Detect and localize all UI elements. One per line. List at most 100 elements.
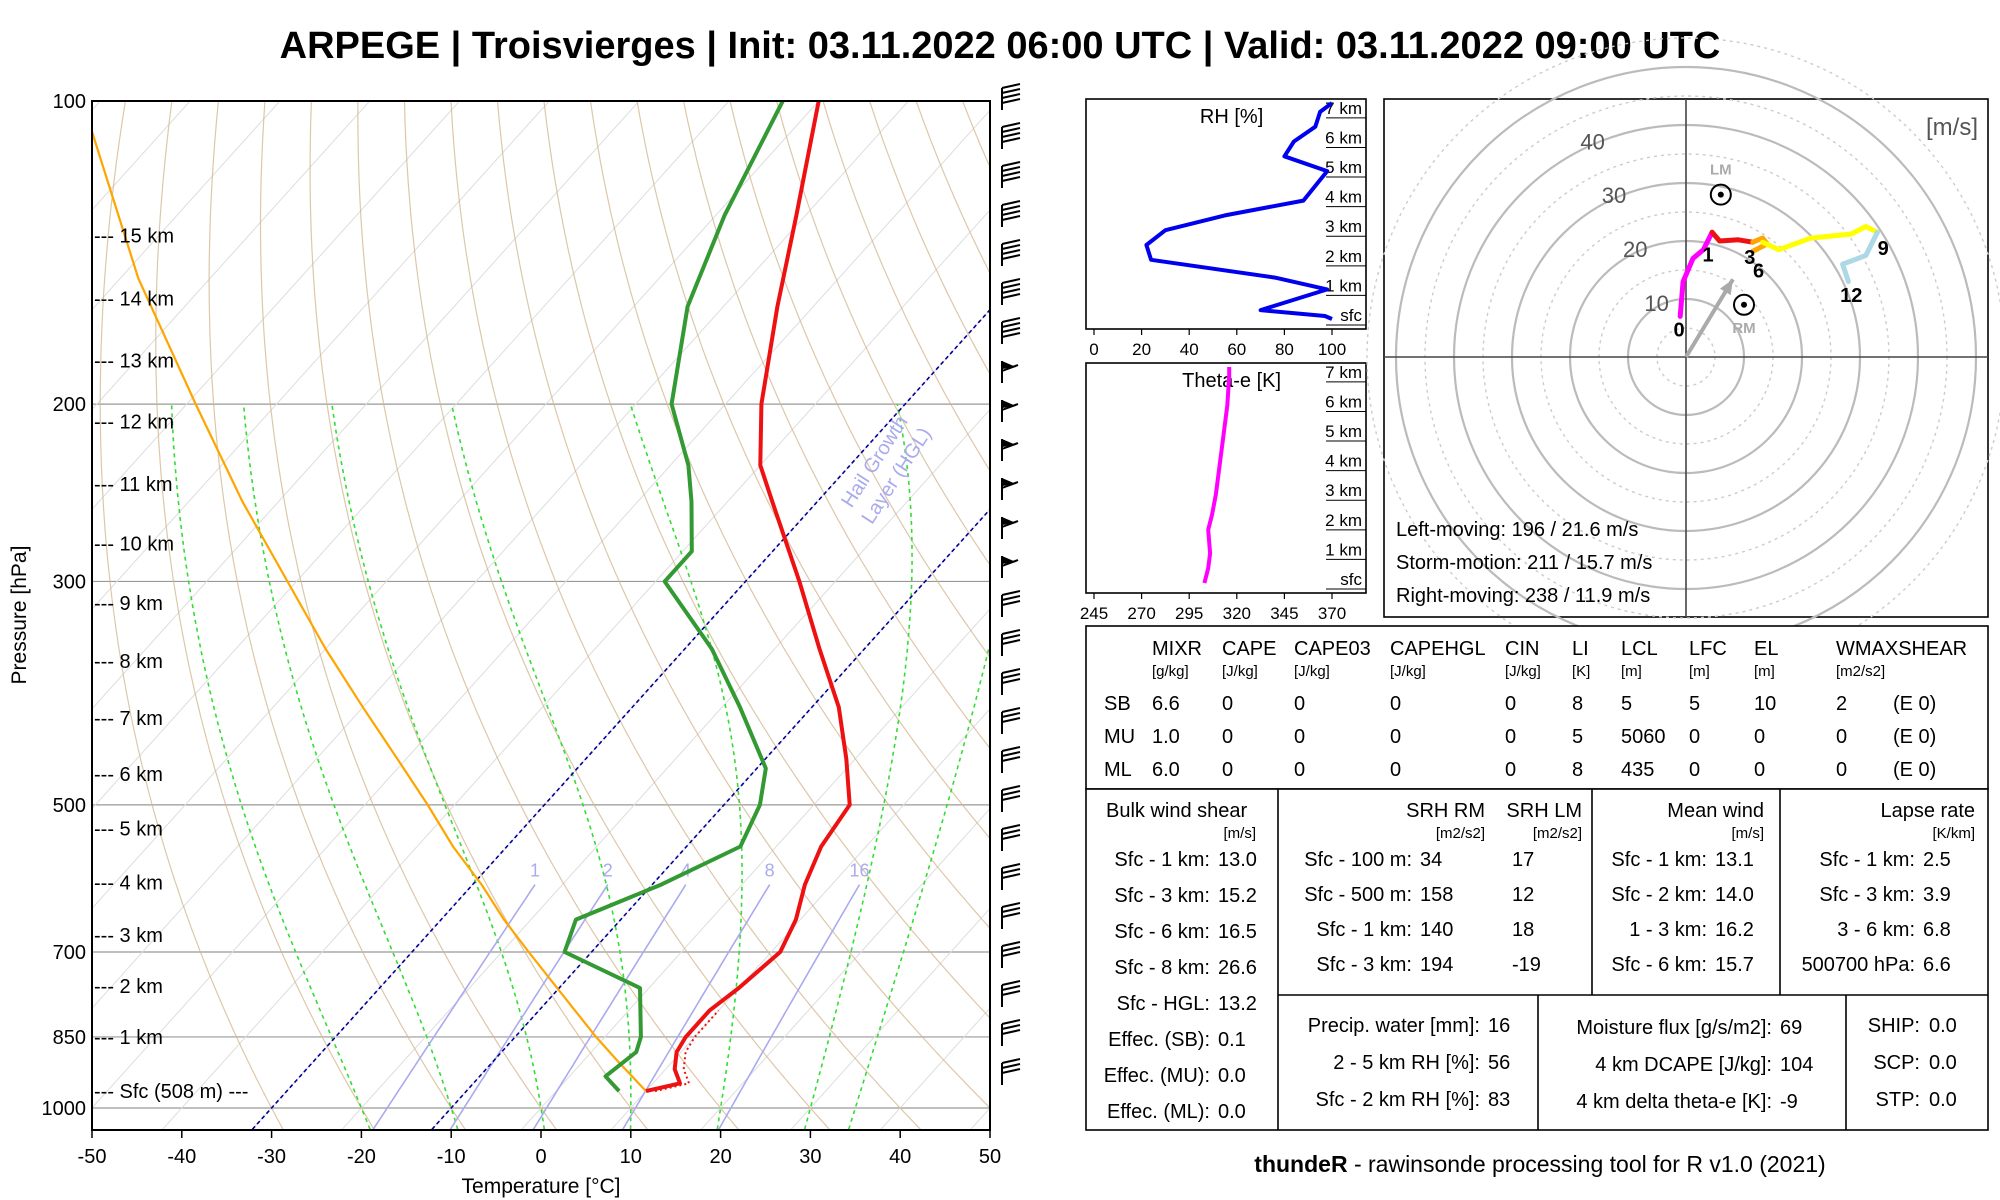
parcel-table-header: LFC: [1689, 638, 1727, 660]
hodograph-units: [m/s]: [1926, 114, 1978, 141]
rm-marker-dot: [1741, 301, 1747, 308]
wind-barb: [1001, 668, 1021, 695]
height-label: --- 8 km: [94, 651, 163, 673]
profile-x-tick-label: 40: [1180, 340, 1199, 359]
wind-barb: [1001, 478, 1019, 500]
mean-wind-label: Sfc - 6 km:: [1611, 954, 1707, 976]
wind-barb: [1001, 1058, 1021, 1085]
barb-flag: [1001, 1058, 1021, 1064]
y-axis-label: Pressure [hPa]: [8, 546, 31, 685]
srh-label: Sfc - 500 m:: [1304, 884, 1412, 906]
thetae-profile-chart: sfc 1 km 2 km 3 km 4 km 5 km 6 km 7 km Theta-e […: [1080, 362, 1367, 623]
profile-height-label: 2 km: [1325, 247, 1362, 266]
barb-flag: [1001, 668, 1021, 674]
hodograph-level-label: 3: [1744, 247, 1755, 269]
barb-flag: [1001, 639, 1021, 645]
parcel-table: MIXR [g/kg] CAPE [J/kg] CAPE03 [J/kg] CAPEHGL […: [1085, 625, 1989, 790]
barb-flag: [1001, 559, 1019, 567]
height-label: --- 11 km: [94, 474, 173, 496]
x-tick-label: 0: [535, 1146, 546, 1168]
parcel-table-cell: 5: [1689, 693, 1700, 715]
flux-label: 4 km DCAPE [J/kg]:: [1595, 1054, 1772, 1076]
wind-barb: [1001, 556, 1019, 578]
wind-barb: [1001, 863, 1021, 890]
shear-value: 0.1: [1218, 1029, 1246, 1051]
parcel-table-cell: 435: [1621, 759, 1654, 781]
wind-barb: [1001, 361, 1019, 383]
srh-label: Sfc - 100 m:: [1304, 849, 1412, 871]
height-label: --- 12 km: [94, 411, 174, 433]
footer-text: - rawinsonde processing tool for R v1.0 …: [1348, 1151, 1826, 1177]
barb-flag: [1001, 176, 1021, 182]
isotherm: [92, 101, 371, 411]
dry-adiabat: [403, 101, 830, 1130]
parcel-table-cell: 5060: [1621, 726, 1666, 748]
parcel-table-cell: 0: [1294, 726, 1305, 748]
storm-motion-text: Storm-motion: 211 / 15.7 m/s: [1396, 552, 1652, 574]
barb-flag: [1001, 215, 1021, 221]
shear-value: 15.2: [1218, 885, 1257, 907]
parcel-table-header: MIXR: [1152, 638, 1202, 660]
wind-barb: [1001, 517, 1019, 539]
barb-flag: [1001, 902, 1021, 908]
profile-x-tick-label: 100: [1318, 340, 1346, 359]
height-label: --- 14 km: [94, 288, 174, 310]
barb-flag: [1001, 707, 1021, 713]
mixing-ratio-line: [718, 884, 861, 1130]
barb-flag: [1001, 481, 1019, 489]
flux-value: -9: [1780, 1091, 1798, 1113]
height-label: --- Sfc (508 m) ---: [94, 1081, 248, 1103]
barb-flag: [1001, 254, 1021, 260]
x-tick-label: -50: [78, 1146, 107, 1168]
barb-flag: [1001, 210, 1021, 216]
wind-barb: [1001, 746, 1021, 773]
wind-barb: [1001, 590, 1021, 617]
barb-flag: [1001, 946, 1021, 952]
profile-x-tick-label: 20: [1132, 340, 1151, 359]
y-tick-label: 850: [53, 1027, 86, 1049]
parcel-table-cell: 0: [1294, 693, 1305, 715]
srh-rm-value: 158: [1420, 884, 1453, 906]
barb-flag: [1001, 132, 1021, 138]
lapse-label: 3 - 6 km:: [1837, 919, 1915, 941]
profile-title: Theta-e [K]: [1182, 370, 1281, 392]
barb-flag: [1001, 785, 1021, 791]
y-tick-label: 300: [53, 571, 86, 593]
shear-value: 26.6: [1218, 957, 1257, 979]
barb-flag: [1001, 200, 1021, 206]
barb-flag: [1001, 1029, 1021, 1035]
lapse-title: Lapse rate: [1880, 800, 1975, 822]
hodograph-level-label: 9: [1878, 238, 1889, 260]
wind-barb: [1001, 317, 1021, 344]
moisture-value: 83: [1488, 1089, 1510, 1111]
parcel-table-cell: 8: [1572, 759, 1583, 781]
x-tick-label: 40: [889, 1146, 911, 1168]
parcel-table-cell: 6.0: [1152, 759, 1180, 781]
parcel-table-unit: [J/kg]: [1390, 663, 1426, 680]
height-label: --- 13 km: [94, 350, 174, 372]
mean-wind-value: 13.1: [1715, 849, 1754, 871]
barb-flag: [1001, 122, 1021, 128]
y-tick-label: 200: [53, 394, 86, 416]
y-tick-label: 700: [53, 942, 86, 964]
wind-barbs: [1001, 83, 1021, 1085]
barb-flag: [1001, 520, 1019, 528]
parcel-table-extra: (E 0): [1893, 726, 1936, 748]
dry-adiabat: [775, 101, 990, 567]
wind-barb: [1001, 707, 1021, 734]
barb-flag: [1001, 746, 1021, 752]
right-moving-text: Right-moving: 238 / 11.9 m/s: [1396, 585, 1650, 607]
shear-label: Effec. (SB):: [1108, 1029, 1210, 1051]
barb-flag: [1001, 941, 1021, 947]
index-label: STP:: [1876, 1089, 1920, 1111]
hodograph-ring-label: 20: [1623, 237, 1647, 262]
moist-adiabat: [803, 403, 913, 1130]
profile-height-label: 3 km: [1325, 217, 1362, 236]
barb-flag: [1001, 83, 1021, 89]
parcel-table-unit: [m]: [1754, 663, 1775, 680]
isotherm: [521, 608, 990, 1130]
profile-height-label: 4 km: [1325, 452, 1362, 471]
wind-barb: [1001, 400, 1019, 422]
x-tick-label: -40: [167, 1146, 196, 1168]
